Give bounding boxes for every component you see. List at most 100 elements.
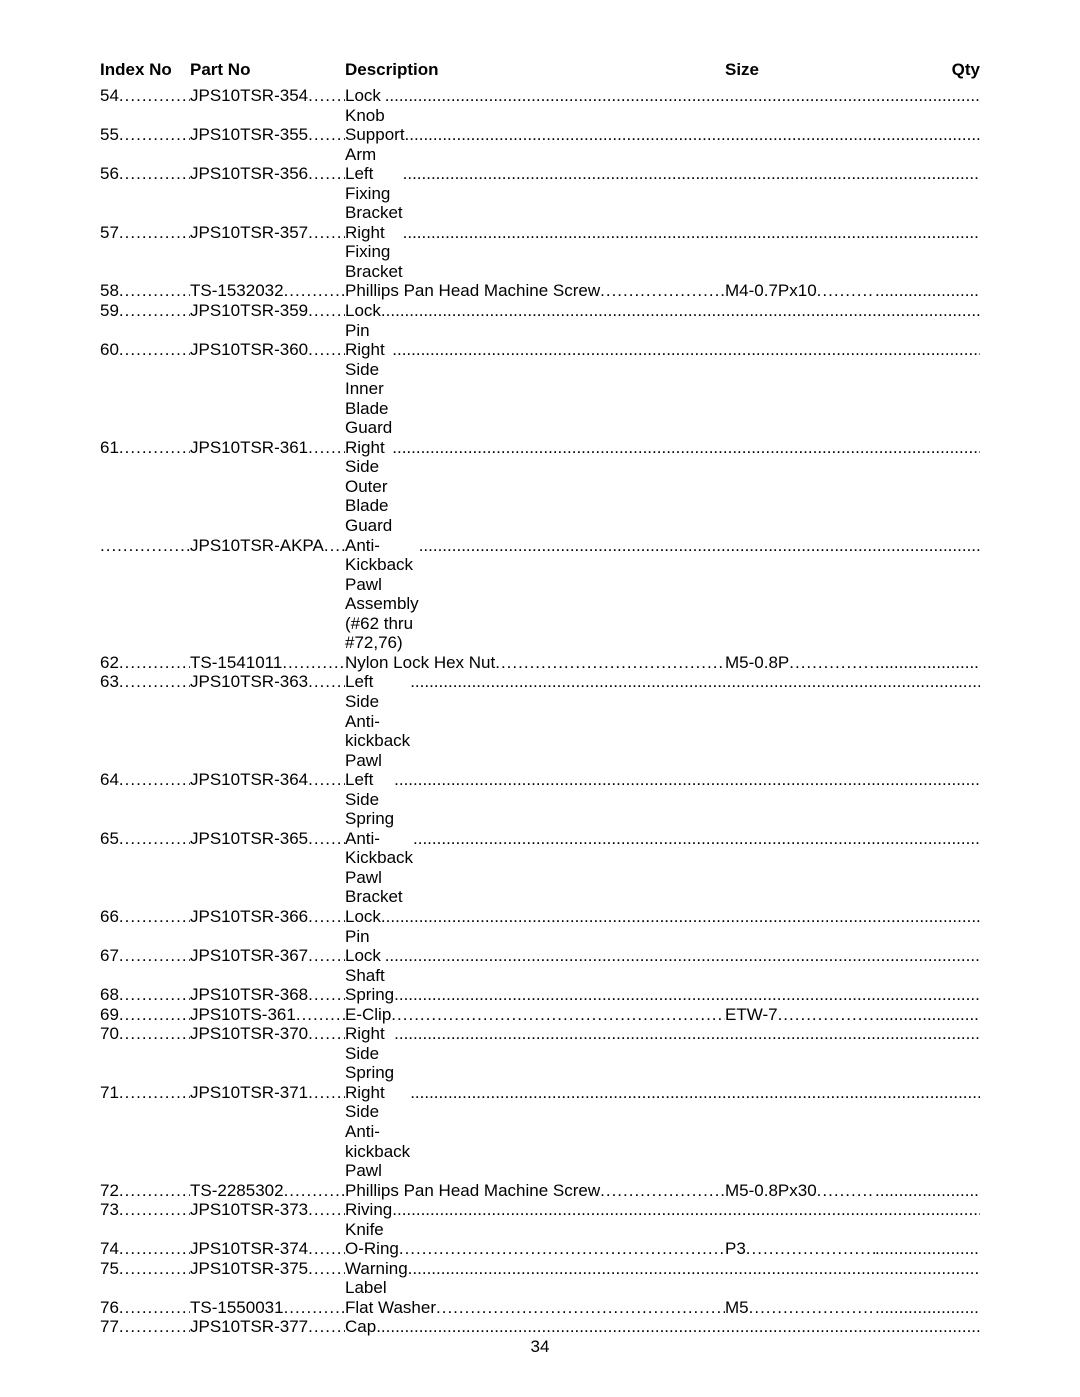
cell-index: 59	[100, 301, 190, 321]
cell-index: 60	[100, 340, 190, 360]
description-value: Lock Pin	[345, 907, 381, 946]
leader-dots	[436, 1298, 725, 1318]
leader-dots	[308, 1200, 345, 1220]
description-value: Riving Knife	[345, 1200, 392, 1239]
table-row: 59JPS10TSR-359Lock Pin2	[100, 301, 980, 340]
leader-dots	[817, 281, 875, 301]
header-size: Size	[725, 60, 875, 80]
leader-dots	[119, 340, 190, 360]
index-value: 72	[100, 1181, 119, 1201]
leader-dots	[746, 1239, 875, 1259]
leader-dots	[119, 438, 190, 458]
cell-part: TS-1550031	[190, 1298, 345, 1318]
cell-description: E-Clip	[345, 1005, 725, 1025]
table-row: 70JPS10TSR-370Right Side Spring1	[100, 1024, 980, 1083]
leader-dots	[875, 1298, 980, 1318]
table-row: 74JPS10TSR-374O-RingP34	[100, 1239, 980, 1259]
cell-qty: 1	[875, 653, 980, 673]
leader-dots	[119, 301, 190, 321]
leader-dots	[495, 653, 725, 673]
table-row: 66JPS10TSR-366Lock Pin1	[100, 907, 980, 946]
index-value: 55	[100, 125, 119, 145]
cell-part: JPS10TSR-365	[190, 829, 345, 849]
leader-dots	[308, 301, 345, 321]
index-value: 76	[100, 1298, 119, 1318]
index-value: 65	[100, 829, 119, 849]
size-value: ETW-7	[725, 1005, 778, 1025]
leader-dots	[119, 946, 190, 966]
cell-description: Phillips Pan Head Machine Screw	[345, 1181, 725, 1201]
part-value: JPS10TSR-368	[190, 985, 308, 1005]
leader-dots	[119, 829, 190, 849]
description-value: Warning Label	[345, 1259, 408, 1298]
table-row: 64JPS10TSR-364Left Side Spring1	[100, 770, 980, 829]
description-value: Right Side Outer Blade Guard	[345, 438, 392, 536]
leader-dots	[394, 1024, 980, 1044]
cell-part: JPS10TSR-363	[190, 672, 345, 692]
cell-description: Lock Pin1	[345, 907, 980, 946]
leader-dots	[119, 1024, 190, 1044]
leader-dots	[817, 1181, 875, 1201]
part-value: JPS10TSR-360	[190, 340, 308, 360]
cell-index: 57	[100, 223, 190, 243]
table-row: 76TS-1550031Flat WasherM52	[100, 1298, 980, 1318]
part-value: JPS10TSR-365	[190, 829, 308, 849]
description-value: Right Side Spring	[345, 1024, 394, 1083]
cell-part: JPS10TSR-375	[190, 1259, 345, 1279]
cell-description: Right Side Inner Blade Guard1	[345, 340, 980, 438]
header-part: Part No	[190, 60, 345, 80]
description-value: O-Ring	[345, 1239, 399, 1259]
index-value: 69	[100, 1005, 119, 1025]
part-value: TS-1550031	[190, 1298, 284, 1318]
leader-dots	[308, 829, 345, 849]
cell-part: JPS10TSR-373	[190, 1200, 345, 1220]
table-row: 71 JPS10TSR-371 Right Side Anti-kickback P…	[100, 1083, 980, 1181]
index-value: 58	[100, 281, 119, 301]
leader-dots	[308, 770, 345, 790]
leader-dots	[308, 438, 345, 458]
part-value: JPS10TSR-371	[190, 1083, 308, 1103]
index-value: 54	[100, 86, 119, 106]
index-value: 71	[100, 1083, 119, 1103]
table-row: 61JPS10TSR-361Right Side Outer Blade Gua…	[100, 438, 980, 536]
description-value: Left Side Anti-kickback Pawl	[345, 672, 410, 770]
leader-dots	[119, 164, 190, 184]
cell-description: Left Side Anti-kickback Pawl1	[345, 672, 980, 770]
leader-dots	[296, 1005, 345, 1025]
leader-dots	[282, 653, 345, 673]
cell-description: Riving Knife1	[345, 1200, 980, 1239]
part-value: JPS10TSR-377	[190, 1317, 308, 1337]
cell-description: O-Ring	[345, 1239, 725, 1259]
cell-part: JPS10TSR-370	[190, 1024, 345, 1044]
leader-dots	[308, 223, 345, 243]
cell-index: 65	[100, 829, 190, 849]
cell-part: JPS10TSR-366	[190, 907, 345, 927]
index-value: 60	[100, 340, 119, 360]
leader-dots	[600, 281, 725, 301]
cell-description: Nylon Lock Hex Nut	[345, 653, 725, 673]
description-value: Phillips Pan Head Machine Screw	[345, 281, 600, 301]
table-row: 75JPS10TSR-375Warning Label1	[100, 1259, 980, 1298]
leader-dots	[284, 1298, 345, 1318]
cell-index: 70	[100, 1024, 190, 1044]
leader-dots	[119, 223, 190, 243]
cell-qty: 2	[875, 1298, 980, 1318]
part-value: JPS10TSR-361	[190, 438, 308, 458]
cell-description: Cap1	[345, 1317, 980, 1337]
leader-dots	[399, 1239, 725, 1259]
leader-dots	[119, 1005, 190, 1025]
leader-dots	[308, 1024, 345, 1044]
part-value: JPS10TSR-370	[190, 1024, 308, 1044]
cell-qty: 2	[875, 281, 980, 301]
cell-qty: 1	[875, 1181, 980, 1201]
index-value: 73	[100, 1200, 119, 1220]
leader-dots	[308, 1239, 345, 1259]
cell-description: Lock Knob1	[345, 86, 980, 125]
cell-index: 74	[100, 1239, 190, 1259]
index-value: 67	[100, 946, 119, 966]
description-value: Right Side Anti-kickback Pawl	[345, 1083, 410, 1181]
index-value: 74	[100, 1239, 119, 1259]
cell-part: JPS10TSR-356	[190, 164, 345, 184]
size-value: P3	[725, 1239, 746, 1259]
cell-size: M4-0.7Px10	[725, 281, 875, 301]
